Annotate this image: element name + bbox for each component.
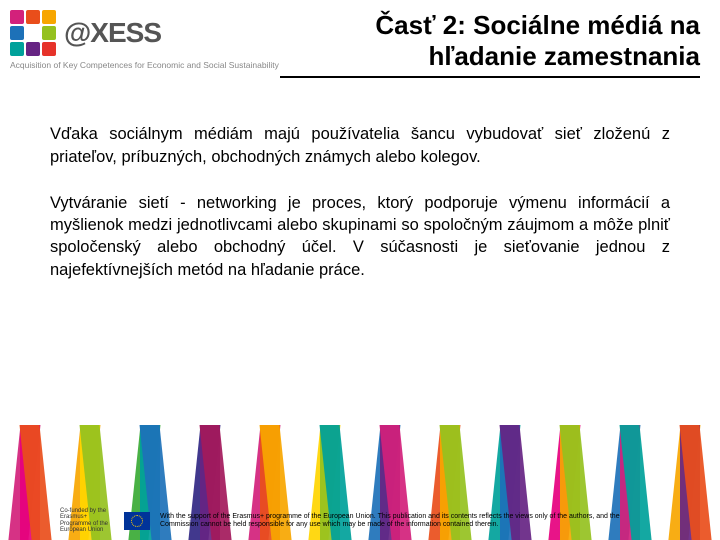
logo-square xyxy=(26,10,40,24)
page-title-line1: Časť 2: Sociálne médiá na xyxy=(280,10,700,41)
logo-square xyxy=(42,26,56,40)
title-block: Časť 2: Sociálne médiá na hľadanie zames… xyxy=(280,10,700,78)
content: Vďaka sociálnym médiám majú používatelia… xyxy=(0,83,720,281)
logo-block: @XESS Acquisition of Key Competences for… xyxy=(10,10,280,70)
logo-square xyxy=(42,10,56,24)
logo-squares-icon xyxy=(10,10,56,56)
logo-tagline: Acquisition of Key Competences for Econo… xyxy=(10,60,280,70)
logo-square xyxy=(10,10,24,24)
logo-square xyxy=(26,26,40,40)
logo-square xyxy=(26,42,40,56)
disclaimer-text: With the support of the Erasmus+ program… xyxy=(160,513,660,529)
logo-top: @XESS xyxy=(10,10,280,56)
footer: Co-funded by the Erasmus+ Programme of t… xyxy=(0,508,720,534)
logo-square xyxy=(42,42,56,56)
paragraph-2: Vytváranie sietí - networking je proces,… xyxy=(50,192,670,281)
logo-square xyxy=(10,42,24,56)
eu-funding-block: Co-funded by the Erasmus+ Programme of t… xyxy=(60,508,150,534)
header: @XESS Acquisition of Key Competences for… xyxy=(0,0,720,83)
eu-flag-icon xyxy=(124,512,150,530)
logo-square xyxy=(10,26,24,40)
page-title-line2: hľadanie zamestnania xyxy=(280,41,700,72)
eu-label: Co-funded by the Erasmus+ Programme of t… xyxy=(60,508,120,534)
paragraph-1: Vďaka sociálnym médiám majú používatelia… xyxy=(50,123,670,168)
logo-brand: @XESS xyxy=(64,17,161,49)
